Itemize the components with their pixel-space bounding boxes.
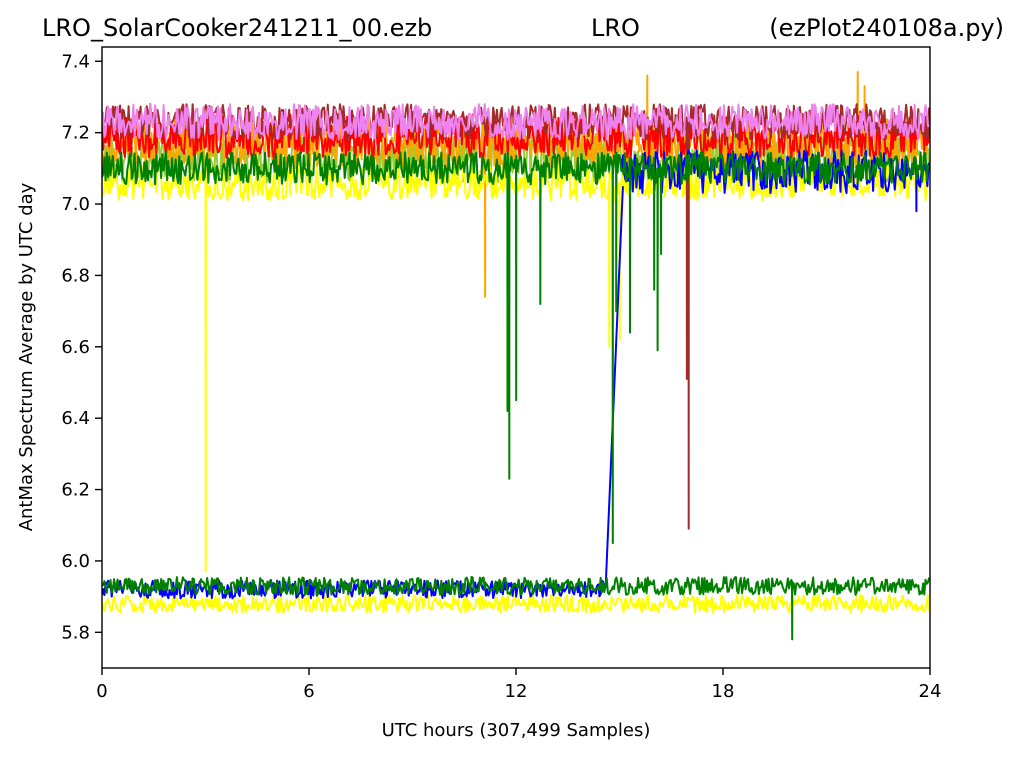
y-tick-label: 6.8	[61, 265, 90, 286]
x-axis-label: UTC hours (307,499 Samples)	[382, 720, 651, 741]
x-tick-label: 24	[919, 681, 942, 702]
x-axis: 0 6 12 18 24	[96, 668, 941, 702]
y-axis: 5.8 6.0 6.2 6.4 6.6 6.8 7.0 7.2 7.4	[61, 51, 102, 643]
series-line-9	[102, 576, 930, 641]
y-axis-label: AntMax Spectrum Average by UTC day	[16, 182, 37, 531]
x-tick-label: 0	[96, 681, 107, 702]
series-layer	[102, 71, 930, 641]
series-line-2	[102, 113, 930, 159]
series-line-8	[102, 186, 624, 600]
x-tick-label: 18	[712, 681, 735, 702]
y-tick-label: 6.2	[61, 480, 90, 501]
series-line-10	[102, 151, 930, 545]
x-tick-label: 6	[303, 681, 314, 702]
y-tick-label: 6.6	[61, 337, 90, 358]
y-tick-label: 7.4	[61, 51, 90, 72]
y-tick-label: 6.4	[61, 408, 90, 429]
chart-title-center: LRO	[591, 14, 640, 42]
chart-title-right: (ezPlot240108a.py)	[769, 14, 1004, 42]
chart-title-left: LRO_SolarCooker241211_00.ezb	[42, 14, 432, 42]
y-tick-label: 6.0	[61, 551, 90, 572]
y-tick-label: 7.2	[61, 123, 90, 144]
x-tick-label: 12	[505, 681, 528, 702]
y-tick-label: 5.8	[61, 622, 90, 643]
series-line-6	[102, 103, 930, 141]
y-tick-label: 7.0	[61, 194, 90, 215]
